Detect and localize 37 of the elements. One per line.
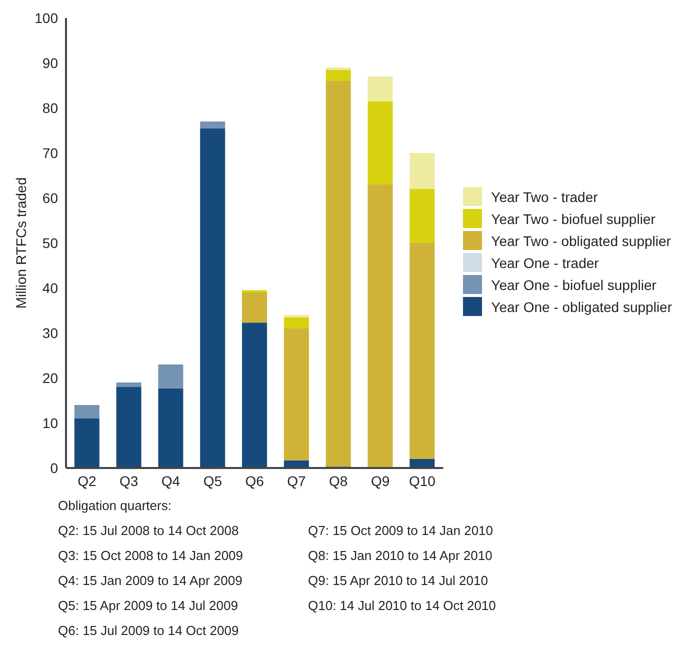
legend-label: Year One - biofuel supplier bbox=[491, 276, 656, 292]
legend-label: Year Two - trader bbox=[491, 188, 598, 204]
y-tick-label: 80 bbox=[42, 100, 58, 116]
text: Q5: 15 Apr 2009 to 14 Jul 2009 bbox=[58, 598, 239, 613]
y-tick-label: 60 bbox=[42, 190, 58, 206]
y-tick-label: 50 bbox=[42, 234, 58, 251]
y-tick-label: 20 bbox=[42, 370, 58, 386]
x-tick-label: Q9 bbox=[370, 472, 390, 489]
x-tick-label: Q10 bbox=[408, 472, 436, 489]
text: Q7: 15 Oct 2009 to 14 Jan 2010 bbox=[308, 523, 494, 538]
x-tick-label: Q2 bbox=[78, 472, 96, 489]
x-tick-label: Q8 bbox=[329, 472, 348, 489]
x-tick-label: Q4 bbox=[161, 472, 180, 489]
x-tick-label: Q5 bbox=[203, 472, 222, 489]
legend-label: Year Two - biofuel supplier bbox=[491, 210, 656, 226]
text: Q8: 15 Jan 2010 to 14 Apr 2010 bbox=[308, 548, 494, 563]
text: Q9: 15 Apr 2010 to 14 Jul 2010 bbox=[308, 573, 489, 588]
text: Q3: 15 Oct 2008 to 14 Jan 2009 bbox=[58, 548, 244, 563]
legend-label: Year One - obligated supplier bbox=[491, 298, 672, 314]
y-tick-label: 0 bbox=[50, 460, 58, 476]
text: Q4: 15 Jan 2009 to 14 Apr 2009 bbox=[58, 573, 244, 588]
y-tick-label: 30 bbox=[42, 324, 58, 341]
text: Q2: 15 Jul 2008 to 14 Oct 2008 bbox=[58, 523, 240, 538]
y-tick-label: 10 bbox=[42, 414, 58, 431]
legend-label: Year One - trader bbox=[491, 254, 599, 270]
x-tick-label: Q6 bbox=[245, 472, 264, 489]
text: Q6: 15 Jul 2009 to 14 Oct 2009 bbox=[58, 623, 240, 638]
legend-label: Year Two - obligated supplier bbox=[491, 232, 671, 248]
x-tick-label: Q3 bbox=[120, 472, 138, 489]
y-tick-label: 70 bbox=[42, 144, 58, 161]
y-tick-label: 90 bbox=[42, 54, 58, 71]
x-tick-label: Q7 bbox=[287, 472, 306, 489]
y-tick-label: 40 bbox=[42, 280, 58, 296]
y-tick-label: 100 bbox=[34, 10, 58, 26]
text: Obligation quarters: bbox=[58, 498, 172, 513]
text: Q10: 14 Jul 2010 to 14 Oct 2010 bbox=[308, 598, 497, 613]
y-axis-title: Million RTFCs traded bbox=[12, 177, 29, 309]
